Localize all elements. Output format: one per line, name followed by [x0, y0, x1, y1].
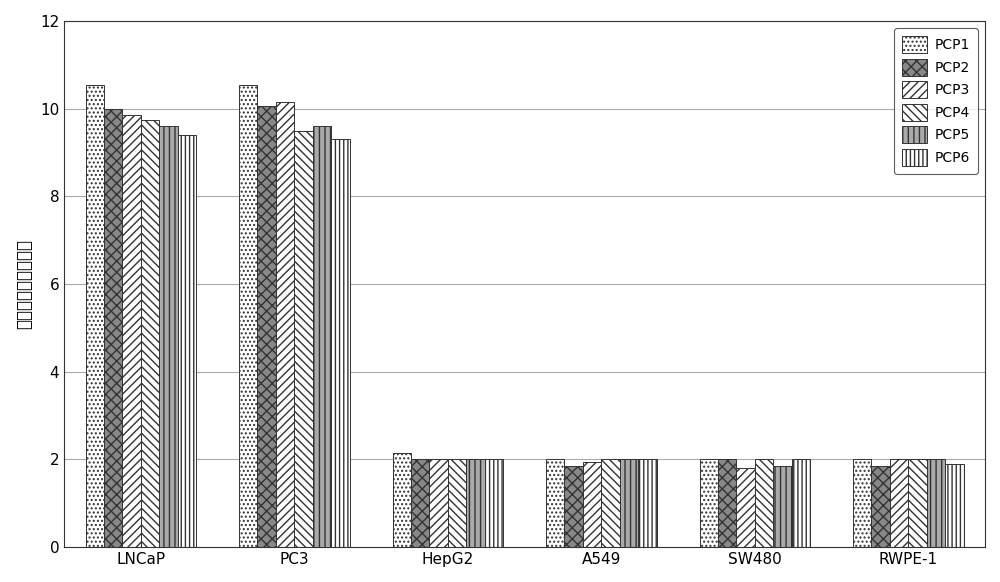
Bar — [239, 84, 257, 547]
Bar — [159, 126, 178, 547]
Bar — [178, 135, 196, 547]
Bar — [620, 459, 638, 547]
Bar — [945, 464, 964, 547]
Bar — [485, 459, 503, 547]
Bar — [755, 459, 773, 547]
Bar — [448, 459, 466, 547]
Legend: PCP1, PCP2, PCP3, PCP4, PCP5, PCP6: PCP1, PCP2, PCP3, PCP4, PCP5, PCP6 — [894, 28, 978, 174]
Bar — [908, 459, 927, 547]
Bar — [564, 466, 583, 547]
Bar — [466, 459, 485, 547]
Bar — [141, 120, 159, 547]
Bar — [429, 459, 448, 547]
Bar — [773, 466, 792, 547]
Bar — [890, 459, 908, 547]
Bar — [104, 109, 122, 547]
Bar — [638, 459, 657, 547]
Bar — [276, 102, 294, 547]
Bar — [313, 126, 331, 547]
Bar — [927, 459, 945, 547]
Bar — [853, 459, 871, 547]
Bar — [871, 466, 890, 547]
Bar — [331, 139, 350, 547]
Bar — [792, 459, 810, 547]
Bar — [86, 84, 104, 547]
Bar — [257, 107, 276, 547]
Bar — [546, 459, 564, 547]
Bar — [393, 453, 411, 547]
Bar — [718, 459, 736, 547]
Bar — [736, 468, 755, 547]
Bar — [601, 459, 620, 547]
Y-axis label: 嘴囹体相对结合能力: 嘴囹体相对结合能力 — [15, 239, 33, 329]
Bar — [700, 459, 718, 547]
Bar — [411, 459, 429, 547]
Bar — [583, 462, 601, 547]
Bar — [122, 115, 141, 547]
Bar — [294, 130, 313, 547]
